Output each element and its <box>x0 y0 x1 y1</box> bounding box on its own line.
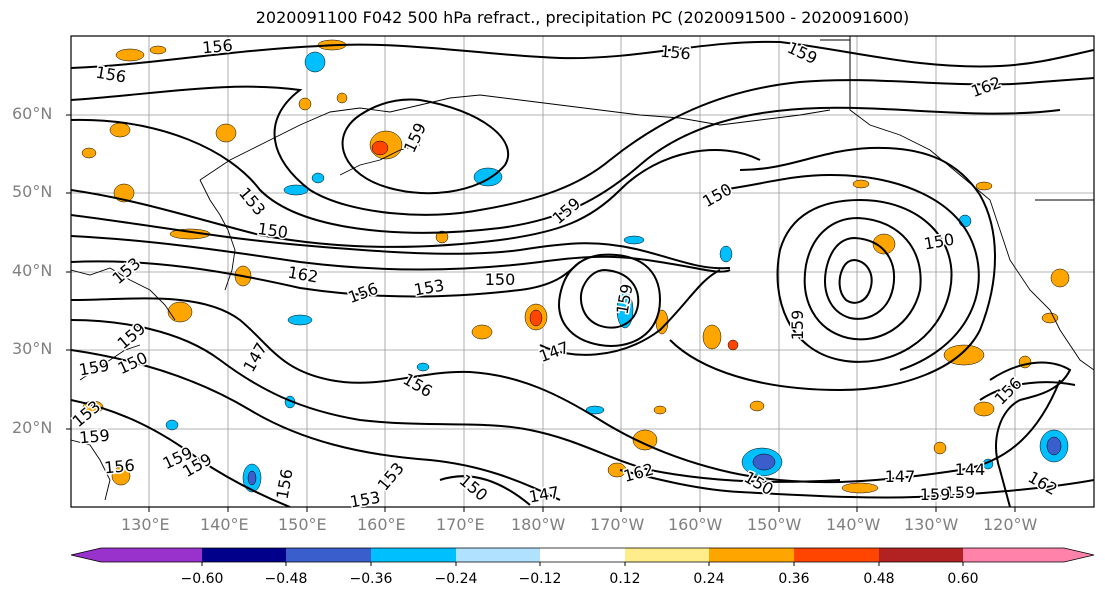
colorbar-bin <box>794 548 879 562</box>
colorbar-tick: −0.60 <box>180 571 224 587</box>
contour-label: 150 <box>256 219 289 242</box>
lat-label-20n: 20°N <box>12 418 53 437</box>
contour-lines <box>71 40 1094 507</box>
colorbar-bin <box>456 548 540 562</box>
precip-negative-areas <box>165 51 1069 493</box>
colorbar-tick: 0.36 <box>778 571 810 587</box>
coastlines <box>71 36 1094 501</box>
map-area <box>71 36 1094 507</box>
contour-label: 159 <box>945 483 976 502</box>
map-title: 2020091100 F042 500 hPa refract., precip… <box>255 8 910 27</box>
colorbar-bin <box>286 548 371 562</box>
gridlines <box>71 36 1094 507</box>
colorbar-bin <box>879 548 963 562</box>
colorbar-outline <box>70 547 1095 563</box>
colorbar-tick: −0.12 <box>518 571 562 587</box>
lon-label-160e: 160°E <box>357 515 406 534</box>
lon-label-170w: 170°W <box>590 515 645 534</box>
lon-label-130e: 130°E <box>121 515 170 534</box>
lon-label-120w: 120°W <box>983 515 1038 534</box>
colorbar-tick: 0.48 <box>863 571 895 587</box>
lat-label-30n: 30°N <box>12 339 53 358</box>
colorbar-bin <box>625 548 709 562</box>
lon-label-160w: 160°W <box>668 515 723 534</box>
contour-label: 147 <box>885 467 916 486</box>
colorbar-tick: 0.12 <box>609 571 641 587</box>
contour-label: 156 <box>103 456 135 478</box>
colorbar-bin <box>371 548 456 562</box>
colorbar-bin <box>202 548 286 562</box>
lat-label-50n: 50°N <box>12 182 53 201</box>
lat-label-60n: 60°N <box>12 104 53 123</box>
contour-label: 144 <box>955 460 986 479</box>
lon-label-130w: 130°W <box>904 515 959 534</box>
colorbar-tick: −0.36 <box>349 571 393 587</box>
colorbar-tick: 0.24 <box>693 571 725 587</box>
lon-label-140e: 140°E <box>200 515 249 534</box>
contour-label: 150 <box>485 270 516 289</box>
contour-label: 159 <box>788 310 807 341</box>
lon-label-170e: 170°E <box>436 515 485 534</box>
colorbar-bin <box>963 548 1094 562</box>
lon-label-140w: 140°W <box>826 515 881 534</box>
colorbar-bin <box>71 548 202 562</box>
axis-ticks <box>66 114 1016 512</box>
lon-label-180w: 180°W <box>511 515 566 534</box>
colorbar-tick: −0.48 <box>264 571 308 587</box>
contour-label: 159 <box>920 485 951 504</box>
contour-label: 159 <box>78 426 110 448</box>
colorbar-tick: 0.60 <box>947 571 979 587</box>
colorbar-bin <box>540 548 625 562</box>
colorbar <box>70 547 1095 566</box>
lat-label-40n: 40°N <box>12 261 53 280</box>
precip-positive-areas <box>81 39 1070 494</box>
lon-label-150e: 150°E <box>278 515 327 534</box>
contour-label: 153 <box>348 488 381 512</box>
contour-label: 156 <box>201 36 233 58</box>
colorbar-bin <box>709 548 794 562</box>
colorbar-tick: −0.24 <box>434 571 478 587</box>
contour-label: 156 <box>659 42 691 64</box>
lon-label-150w: 150°W <box>747 515 802 534</box>
